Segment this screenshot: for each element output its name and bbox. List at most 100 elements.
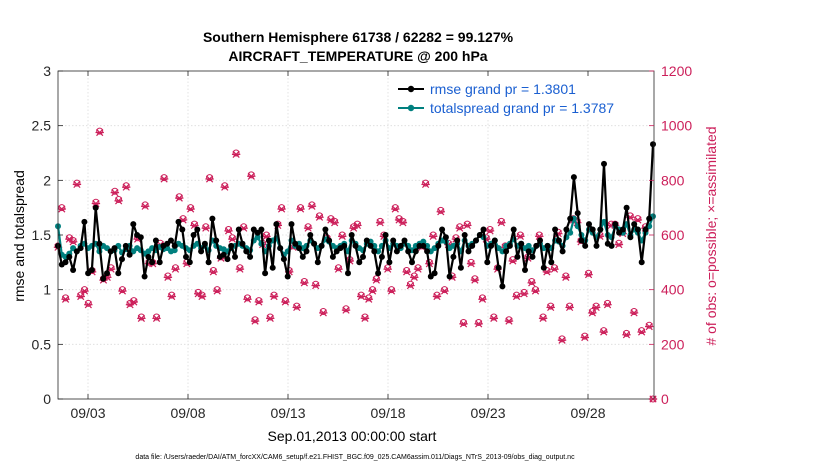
rmse-point — [409, 259, 415, 266]
obs-possible-marker — [369, 286, 377, 294]
obs-assimilated-marker — [72, 180, 82, 189]
y2-tick-label: 1200 — [661, 63, 692, 79]
rmse-point — [360, 253, 366, 260]
obs-assimilated-marker — [243, 295, 252, 303]
obs-possible-marker — [312, 280, 320, 288]
legend: rmse grand pr = 1.3801 totalspread grand… — [392, 78, 646, 118]
obs-possible-marker — [187, 204, 195, 212]
obs-possible-marker — [278, 204, 286, 212]
rmse-point — [570, 174, 577, 181]
rmse-point — [341, 242, 348, 249]
obs-possible-marker — [84, 299, 92, 307]
obs-assimilated-marker — [474, 320, 483, 328]
y2-tick-label: 200 — [661, 336, 685, 352]
y2-tick-label: 400 — [661, 282, 685, 298]
obs-assimilated-marker — [402, 268, 411, 276]
obs-assimilated-marker — [171, 265, 180, 273]
obs-possible-marker — [384, 264, 392, 272]
rmse-point — [265, 237, 272, 244]
obs-assimilated-marker — [478, 295, 487, 303]
obs-assimilated-marker — [235, 265, 245, 273]
obs-possible-marker — [376, 217, 384, 225]
obs-assimilated-marker — [527, 279, 536, 287]
rmse-point — [431, 270, 438, 277]
obs-possible-marker — [497, 217, 505, 225]
obs-possible-marker — [410, 272, 418, 280]
obs-assimilated-marker — [57, 205, 66, 213]
series-layer — [55, 141, 656, 290]
obs-possible-marker — [437, 206, 445, 214]
rmse-point — [465, 248, 472, 255]
obs-possible-marker — [638, 327, 646, 335]
rmse-point — [205, 259, 212, 266]
rmse-point — [446, 273, 453, 280]
obs-assimilated-marker — [311, 281, 320, 290]
y2-tick-label: 1000 — [661, 118, 692, 134]
rmse-point — [122, 242, 129, 249]
rmse-point — [574, 210, 581, 217]
rmse-point — [175, 218, 182, 225]
obs-assimilated-marker — [440, 287, 449, 295]
obs-possible-marker — [441, 286, 449, 294]
obs-possible-marker — [471, 275, 479, 283]
obs-assimilated-marker — [466, 260, 476, 268]
rmse-point — [393, 248, 400, 255]
rmse-point — [258, 226, 265, 233]
y-tick-label: 2.5 — [32, 118, 52, 134]
obs-assimilated-marker — [140, 202, 150, 210]
obs-possible-marker — [338, 231, 346, 239]
rmse-point — [623, 204, 630, 211]
obs-possible-marker — [562, 272, 570, 280]
x-tick-label: 09/13 — [270, 405, 305, 421]
obs-assimilated-marker — [231, 150, 241, 158]
obs-possible-marker — [137, 313, 145, 321]
obs-assimilated-marker — [186, 205, 195, 213]
rmse-point — [168, 237, 174, 244]
obs-possible-marker — [334, 264, 342, 272]
rmse-point — [608, 242, 615, 249]
obs-possible-marker — [600, 327, 608, 335]
rmse-point — [435, 242, 442, 249]
obs-assimilated-marker — [76, 292, 85, 301]
rmse-point — [386, 259, 393, 266]
obs-assimilated-marker — [550, 265, 559, 273]
legend-marker-totalspread — [407, 104, 415, 112]
obs-possible-marker — [164, 272, 172, 280]
obs-assimilated-marker — [428, 232, 438, 240]
rmse-point — [190, 232, 197, 238]
obs-assimilated-marker — [137, 314, 146, 322]
totalspread-point — [420, 238, 427, 245]
obs-possible-marker — [592, 302, 600, 310]
obs-possible-marker — [422, 179, 430, 187]
x-tick-label: 09/28 — [570, 405, 605, 421]
obs-possible-marker — [520, 288, 528, 296]
obs-assimilated-marker — [504, 317, 514, 325]
rmse-point — [314, 259, 321, 266]
obs-assimilated-marker — [356, 292, 366, 301]
obs-assimilated-marker — [205, 175, 214, 183]
rmse-point — [284, 273, 291, 280]
obs-assimilated-marker — [330, 219, 339, 227]
obs-possible-marker — [630, 308, 638, 316]
rmse-point — [145, 253, 152, 260]
obs-possible-marker — [478, 294, 486, 302]
rmse-point — [601, 160, 607, 167]
rmse-point — [81, 218, 88, 225]
rmse-point — [243, 248, 250, 255]
x-tick-label: 09/23 — [470, 405, 505, 421]
obs-possible-marker — [240, 223, 248, 231]
obs-assimilated-marker — [152, 314, 161, 322]
rmse-point — [186, 259, 193, 266]
obs-assimilated-marker — [315, 213, 324, 221]
obs-possible-marker — [353, 220, 361, 228]
rmse-point — [239, 240, 246, 247]
chart-title: Southern Hemisphere 61738 / 62282 = 99.1… — [203, 29, 514, 45]
rmse-point — [544, 242, 551, 249]
obs-assimilated-marker — [588, 309, 597, 317]
obs-assimilated-marker — [645, 322, 654, 331]
obs-possible-marker — [463, 220, 471, 228]
rmse-point — [555, 237, 562, 244]
obs-possible-marker — [300, 277, 308, 285]
obs-assimilated-marker — [277, 205, 286, 213]
y2-tick-label: 600 — [661, 227, 685, 243]
